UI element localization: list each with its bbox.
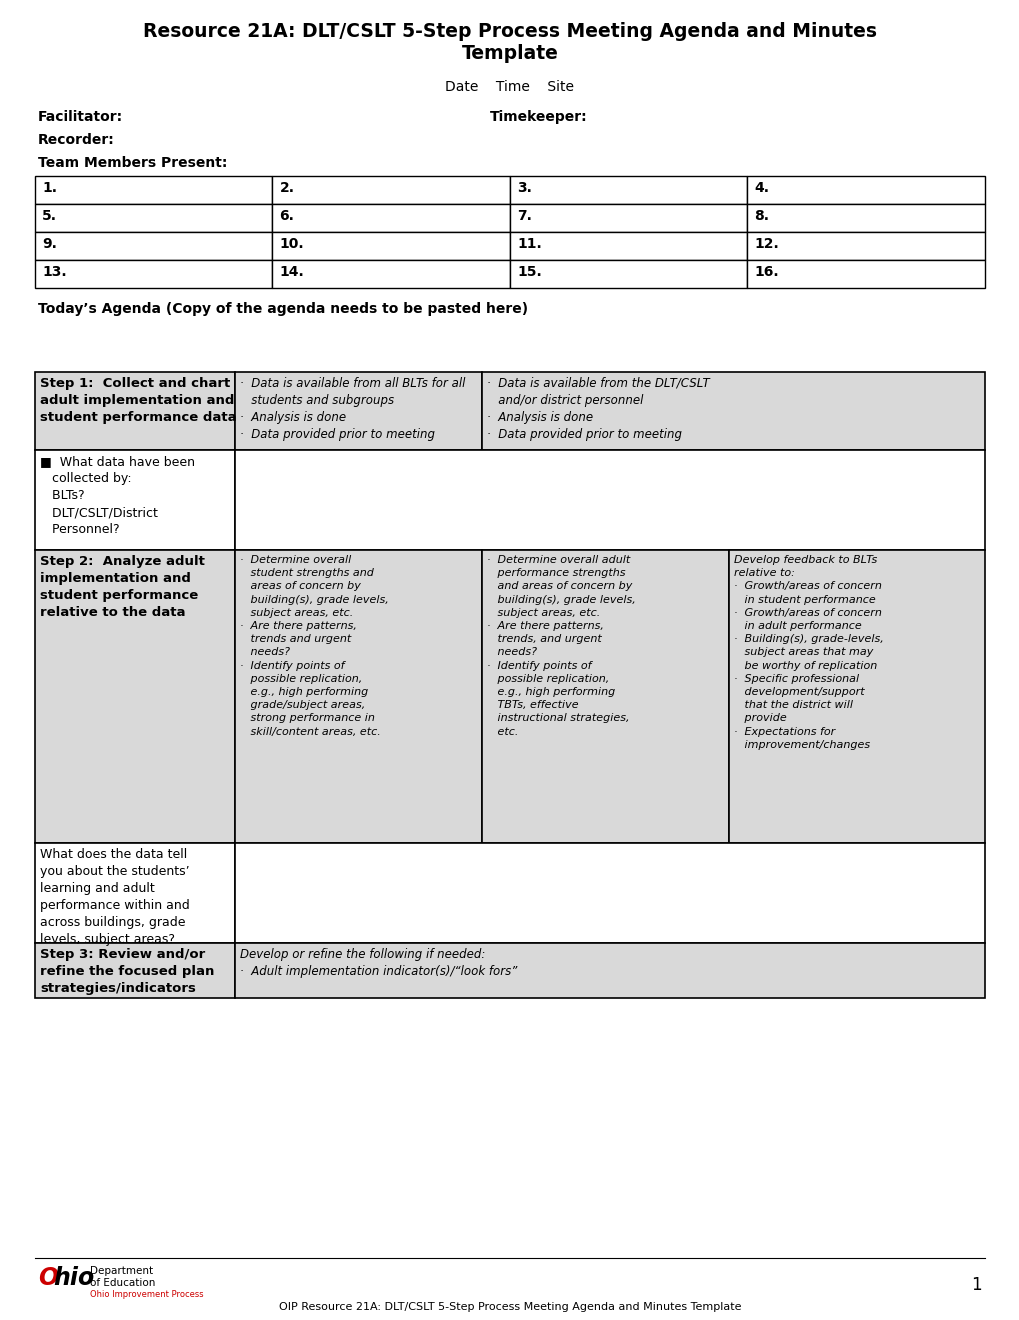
Text: 10.: 10. — [279, 238, 304, 251]
Bar — [510, 232, 747, 260]
Bar — [35, 176, 272, 205]
Bar — [272, 176, 510, 205]
Bar — [234, 550, 482, 843]
Bar — [510, 205, 747, 232]
Text: O: O — [38, 1266, 58, 1290]
Text: 13.: 13. — [42, 265, 66, 279]
Bar — [272, 232, 510, 260]
Bar — [482, 372, 984, 450]
Text: 1: 1 — [970, 1276, 981, 1294]
Text: Step 1:  Collect and chart
adult implementation and
student performance data: Step 1: Collect and chart adult implemen… — [40, 378, 236, 424]
Bar — [510, 260, 747, 288]
Text: Recorder:: Recorder: — [38, 133, 115, 147]
Text: What does the data tell
you about the students’
learning and adult
performance w: What does the data tell you about the st… — [40, 847, 190, 946]
Text: 6.: 6. — [279, 209, 294, 223]
Bar — [272, 260, 510, 288]
Text: 16.: 16. — [754, 265, 779, 279]
Text: OIP Resource 21A: DLT/CSLT 5-Step Process Meeting Agenda and Minutes Template: OIP Resource 21A: DLT/CSLT 5-Step Proces… — [278, 1302, 741, 1312]
Text: Ohio Improvement Process: Ohio Improvement Process — [90, 1290, 204, 1299]
Text: ■  What data have been
   collected by:
   BLTs?
   DLT/CSLT/District
   Personn: ■ What data have been collected by: BLTs… — [40, 455, 195, 536]
Text: Team Members Present:: Team Members Present: — [38, 156, 227, 170]
Bar — [234, 843, 984, 942]
Text: 5.: 5. — [42, 209, 57, 223]
Text: 2.: 2. — [279, 181, 294, 195]
Bar — [35, 205, 272, 232]
Text: 14.: 14. — [279, 265, 304, 279]
Bar — [35, 372, 234, 450]
Text: Department: Department — [90, 1266, 153, 1276]
Text: Template: Template — [462, 44, 557, 63]
Bar — [272, 205, 510, 232]
Text: 4.: 4. — [754, 181, 768, 195]
Bar — [35, 550, 234, 843]
Text: Develop or refine the following if needed:
·  Adult implementation indicator(s)/: Develop or refine the following if neede… — [239, 948, 517, 978]
Bar — [747, 205, 984, 232]
Bar — [747, 176, 984, 205]
Text: 9.: 9. — [42, 238, 57, 251]
Text: Step 3: Review and/or
refine the focused plan
strategies/indicators: Step 3: Review and/or refine the focused… — [40, 948, 214, 995]
Text: Date    Time    Site: Date Time Site — [445, 81, 574, 94]
Text: 8.: 8. — [754, 209, 768, 223]
Bar — [35, 260, 272, 288]
Text: 11.: 11. — [517, 238, 541, 251]
Bar — [35, 843, 234, 942]
Bar — [510, 176, 747, 205]
Bar — [747, 232, 984, 260]
Text: 7.: 7. — [517, 209, 531, 223]
Bar — [234, 942, 984, 998]
Bar — [35, 232, 272, 260]
Bar — [729, 550, 984, 843]
Text: Facilitator:: Facilitator: — [38, 110, 123, 124]
Text: ·  Data is available from the DLT/CSLT
   and/or district personnel
·  Analysis : · Data is available from the DLT/CSLT an… — [486, 378, 709, 441]
Text: Today’s Agenda (Copy of the agenda needs to be pasted here): Today’s Agenda (Copy of the agenda needs… — [38, 302, 528, 315]
Text: Develop feedback to BLTs
relative to:
·  Growth/areas of concern
   in student p: Develop feedback to BLTs relative to: · … — [734, 554, 882, 750]
Bar — [482, 550, 729, 843]
Text: ·  Determine overall adult
   performance strengths
   and areas of concern by
 : · Determine overall adult performance st… — [486, 554, 635, 737]
Text: 12.: 12. — [754, 238, 779, 251]
Text: ·  Data is available from all BLTs for all
   students and subgroups
·  Analysis: · Data is available from all BLTs for al… — [239, 378, 465, 441]
Text: hio: hio — [53, 1266, 94, 1290]
Bar — [35, 450, 234, 550]
Text: of Education: of Education — [90, 1278, 155, 1288]
Text: 1.: 1. — [42, 181, 57, 195]
Bar — [35, 942, 234, 998]
Bar — [234, 450, 984, 550]
Text: Timekeeper:: Timekeeper: — [489, 110, 587, 124]
Text: Step 2:  Analyze adult
implementation and
student performance
relative to the da: Step 2: Analyze adult implementation and… — [40, 554, 205, 619]
Text: 3.: 3. — [517, 181, 531, 195]
Bar — [747, 260, 984, 288]
Text: Resource 21A: DLT/CSLT 5-Step Process Meeting Agenda and Minutes: Resource 21A: DLT/CSLT 5-Step Process Me… — [143, 22, 876, 41]
Bar — [234, 372, 482, 450]
Text: ·  Determine overall
   student strengths and
   areas of concern by
   building: · Determine overall student strengths an… — [239, 554, 388, 737]
Text: 15.: 15. — [517, 265, 541, 279]
